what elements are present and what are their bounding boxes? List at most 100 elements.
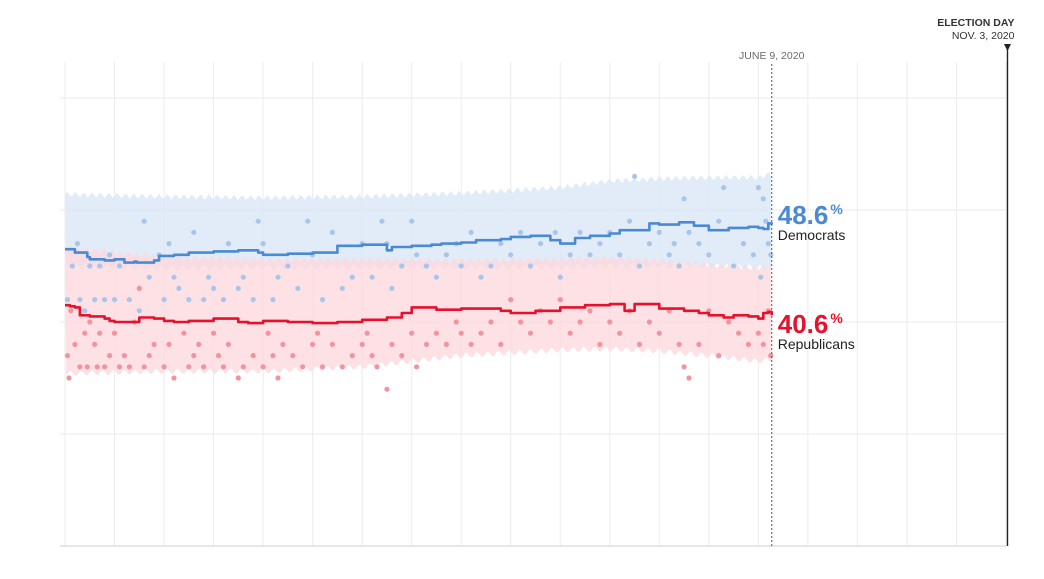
democrats-poll-dot-28 <box>235 285 241 291</box>
democrats-poll-dot-39 <box>319 297 326 303</box>
republicans-poll-dot-35 <box>240 364 246 370</box>
republicans-poll-dot-67 <box>498 341 504 347</box>
democrats-poll-dot-79 <box>676 263 682 269</box>
democrats-poll-dot-49 <box>409 218 415 224</box>
republicans-poll-dot-66 <box>488 319 494 325</box>
democrats-poll-dot-17 <box>161 297 167 303</box>
republicans-poll-dot-76 <box>587 308 593 314</box>
republicans-poll-dot-57 <box>409 330 415 336</box>
democrats-poll-dot-67 <box>577 229 583 235</box>
democrats-poll-dot-78 <box>671 241 677 247</box>
democrats-poll-dot-73 <box>632 173 638 179</box>
republicans-poll-dot-63 <box>458 330 464 336</box>
democrats-poll-dot-30 <box>250 297 256 303</box>
republicans-percent-sign: % <box>830 310 843 326</box>
republicans-party-label: Republicans <box>778 336 855 352</box>
democrats-poll-dot-80 <box>681 196 687 202</box>
republicans-poll-dot-42 <box>290 353 296 359</box>
republicans-poll-dot-26 <box>186 364 192 370</box>
republicans-poll-dot-40 <box>275 375 281 381</box>
democrats-poll-dot-52 <box>433 274 439 280</box>
republicans-poll-dot-10 <box>97 330 103 336</box>
democrats-poll-dot-18 <box>166 241 172 247</box>
republicans-poll-dot-45 <box>315 330 321 336</box>
republicans-poll-dot-82 <box>646 319 653 325</box>
republicans-poll-dot-88 <box>696 341 702 347</box>
democrats-average-line <box>65 221 773 264</box>
democrats-poll-dot-33 <box>270 297 276 303</box>
democrats-poll-dot-55 <box>458 263 464 269</box>
democrats-poll-dot-11 <box>116 263 123 269</box>
democrats-poll-dot-0 <box>64 297 71 303</box>
republicans-poll-dot-12 <box>107 353 113 359</box>
democrats-poll-dot-74 <box>636 263 643 269</box>
democrats-poll-dot-71 <box>617 252 623 258</box>
democrats-poll-dot-92 <box>763 218 769 224</box>
republicans-poll-dot-49 <box>349 353 355 359</box>
democrats-poll-dot-53 <box>443 252 449 258</box>
republicans-poll-dot-51 <box>364 330 370 336</box>
republicans-poll-dot-65 <box>478 330 484 336</box>
democrats-poll-dot-81 <box>686 229 692 235</box>
republicans-poll-dot-58 <box>414 364 420 370</box>
democrats-poll-dot-84 <box>716 218 722 224</box>
republicans-poll-dot-95 <box>760 341 766 347</box>
republicans-poll-dot-30 <box>211 330 217 336</box>
republicans-poll-dot-83 <box>656 330 662 336</box>
democrats-poll-dot-77 <box>666 252 672 258</box>
republicans-poll-dot-56 <box>399 353 405 359</box>
democrats-poll-dot-14 <box>141 218 147 224</box>
republicans-poll-dot-68 <box>508 297 514 303</box>
democrats-poll-dot-5 <box>87 263 93 269</box>
democrats-poll-dot-44 <box>369 274 375 280</box>
election-day-title: ELECTION DAY <box>937 17 1014 29</box>
republicans-poll-dot-64 <box>468 341 474 347</box>
republicans-confidence-band <box>65 245 772 377</box>
republicans-poll-dot-91 <box>726 319 732 325</box>
democrats-poll-dot-68 <box>587 252 593 258</box>
democrats-poll-dot-59 <box>498 241 504 247</box>
republicans-poll-dot-47 <box>329 341 335 347</box>
republicans-poll-dot-43 <box>300 364 306 370</box>
democrats-poll-dot-69 <box>597 241 603 247</box>
democrats-poll-dot-89 <box>755 185 762 191</box>
republicans-poll-dot-7 <box>87 319 93 325</box>
republicans-poll-dot-4 <box>77 364 83 370</box>
republicans-poll-dot-24 <box>171 375 177 381</box>
today-date-label: JUNE 9, 2020 <box>739 50 805 62</box>
republicans-end-label: 40.6 % Republicans <box>778 309 855 352</box>
democrats-poll-dot-41 <box>339 285 345 291</box>
republicans-poll-dot-74 <box>567 330 573 336</box>
democrats-poll-dot-26 <box>220 297 227 303</box>
democrats-poll-dot-66 <box>567 252 573 258</box>
republicans-poll-dot-70 <box>527 330 534 336</box>
republicans-poll-dot-3 <box>72 341 78 347</box>
republicans-poll-dot-8 <box>92 341 98 347</box>
republicans-poll-dot-9 <box>94 364 100 370</box>
republicans-poll-dot-77 <box>597 341 603 347</box>
democrats-poll-dot-27 <box>225 241 231 247</box>
democrats-poll-dot-42 <box>349 274 355 280</box>
republicans-poll-dot-33 <box>225 341 231 347</box>
republicans-poll-dot-22 <box>161 364 167 370</box>
democrats-poll-dot-7 <box>97 263 103 269</box>
democrats-poll-dot-72 <box>627 218 633 224</box>
republicans-poll-dot-93 <box>745 341 752 347</box>
republicans-poll-dot-53 <box>374 364 380 370</box>
annotations: JUNE 9, 2020 ELECTION DAY NOV. 3, 2020 <box>739 17 1015 546</box>
democrats-poll-dot-3 <box>77 297 83 303</box>
republicans-poll-dot-11 <box>102 364 108 370</box>
republicans-poll-dot-29 <box>201 364 207 370</box>
democrats-party-label: Democrats <box>778 227 846 243</box>
democrats-poll-dot-34 <box>275 274 281 280</box>
republicans-poll-dot-39 <box>270 353 276 359</box>
republicans-poll-dot-38 <box>265 330 271 336</box>
democrats-poll-dot-24 <box>206 274 212 280</box>
democrats-poll-dot-65 <box>557 274 563 280</box>
democrats-poll-dot-20 <box>176 285 182 291</box>
democrats-poll-dot-48 <box>399 263 405 269</box>
republicans-poll-dot-20 <box>146 353 152 359</box>
republicans-poll-dot-60 <box>433 330 439 336</box>
democrats-poll-dot-94 <box>768 252 774 258</box>
democrats-poll-dot-47 <box>389 285 395 291</box>
